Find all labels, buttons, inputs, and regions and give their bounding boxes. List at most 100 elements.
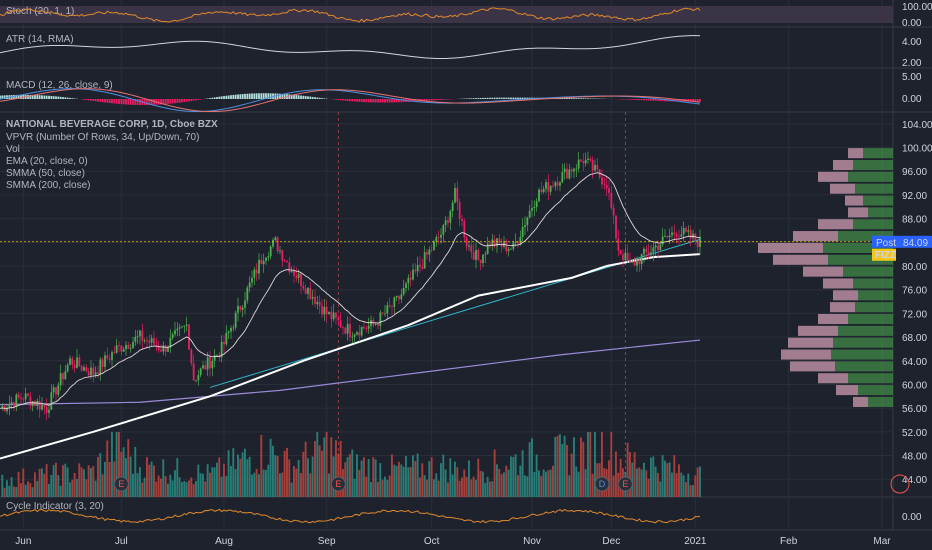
macd-bar — [353, 99, 356, 102]
volume-bar — [237, 454, 239, 497]
volume-bar — [267, 464, 270, 497]
candle-body — [554, 182, 557, 187]
volume-bar — [274, 455, 277, 497]
volume-bar — [293, 466, 295, 497]
volume-bar — [17, 471, 20, 497]
volume-bar — [463, 469, 466, 497]
volume-bar — [41, 468, 43, 497]
macd-bar — [633, 99, 636, 100]
macd-bar — [372, 99, 375, 103]
macd-bar — [689, 99, 692, 102]
candle-body — [330, 311, 333, 320]
candle-body — [22, 398, 25, 400]
macd-bar — [3, 95, 6, 99]
macd-bar — [563, 98, 566, 99]
candle-body — [339, 320, 342, 328]
candle-body — [78, 357, 81, 367]
macd-bar — [638, 99, 641, 101]
candle-body — [603, 184, 606, 186]
macd-bar — [358, 99, 361, 102]
volume-bar — [472, 476, 475, 497]
volume-bar — [248, 456, 251, 497]
candle-body — [106, 355, 109, 359]
volume-bar — [190, 477, 193, 497]
vp-up-bar — [853, 278, 893, 289]
alert-circle-icon[interactable] — [890, 474, 910, 494]
atr-label: ATR (14, RMA) — [6, 34, 74, 45]
candle-body — [419, 264, 421, 267]
candle-body — [99, 359, 102, 374]
price-tick-3: 56.00 — [902, 404, 927, 415]
macd-bar — [377, 99, 379, 103]
volume-bar — [610, 432, 613, 497]
volume-bar — [6, 480, 8, 497]
macd-bar — [90, 99, 92, 101]
price-tick-12: 92.00 — [902, 191, 927, 202]
candle-body — [209, 357, 211, 369]
macd-bar — [528, 97, 531, 99]
macd-bar — [71, 98, 74, 99]
volume-bar — [514, 454, 517, 497]
volume-bar — [447, 482, 449, 497]
candle-body — [269, 246, 272, 257]
volume-bar — [50, 474, 53, 497]
candle-body — [447, 220, 449, 223]
volume-bar — [262, 469, 265, 497]
candle-body — [538, 189, 540, 202]
macd-bar — [561, 97, 564, 99]
macd-bar — [85, 99, 88, 101]
volume-bar — [643, 462, 645, 497]
macd-bar — [678, 99, 680, 102]
volume-bar — [629, 452, 631, 497]
event-marker-label-1: E — [335, 479, 341, 489]
candle-body — [647, 252, 650, 255]
candle-body — [288, 262, 291, 273]
macd-bar — [477, 98, 480, 99]
volume-bar — [255, 468, 258, 497]
volume-bar — [507, 469, 510, 497]
volume-bar — [671, 472, 673, 497]
volume-bar — [260, 434, 263, 497]
macd-bar — [104, 99, 106, 103]
volume-bar — [199, 473, 202, 497]
candle-body — [570, 169, 573, 172]
candle-body — [636, 259, 638, 266]
candle-body — [167, 347, 169, 352]
candle-body — [384, 313, 386, 315]
macd-bar — [624, 99, 627, 100]
candle-body — [307, 287, 309, 294]
candle-body — [430, 249, 433, 251]
macd-bar — [393, 99, 396, 103]
candle-body — [104, 355, 106, 367]
candle-body — [190, 349, 193, 364]
macd-bar — [234, 94, 237, 99]
candle-body — [38, 400, 41, 410]
time-label-8: Feb — [780, 536, 798, 547]
time-label-1: Jul — [115, 536, 128, 547]
macd-bar — [139, 99, 141, 106]
volume-bar — [160, 478, 162, 497]
vp-up-bar — [828, 254, 893, 265]
volume-bar — [141, 482, 144, 497]
candle-body — [199, 368, 202, 376]
macd-bar — [335, 99, 337, 100]
vp-down-bar — [818, 313, 848, 325]
macd-bar — [626, 99, 629, 100]
candle-body — [612, 207, 615, 216]
post-price-label: Post — [876, 238, 896, 249]
candle-body — [31, 401, 34, 406]
macd-bar — [426, 99, 428, 101]
macd-bar — [129, 99, 132, 105]
volume-bar — [281, 472, 284, 497]
candle-body — [561, 172, 564, 183]
macd-bar — [239, 94, 242, 99]
macd-bar — [363, 99, 365, 103]
price-tick-11: 88.00 — [902, 215, 927, 226]
volume-bar — [307, 458, 309, 497]
macd-bar — [577, 98, 580, 99]
candle-body — [139, 330, 141, 337]
macd-bar — [241, 94, 244, 99]
candle-body — [66, 364, 69, 372]
macd-bar — [699, 99, 701, 102]
